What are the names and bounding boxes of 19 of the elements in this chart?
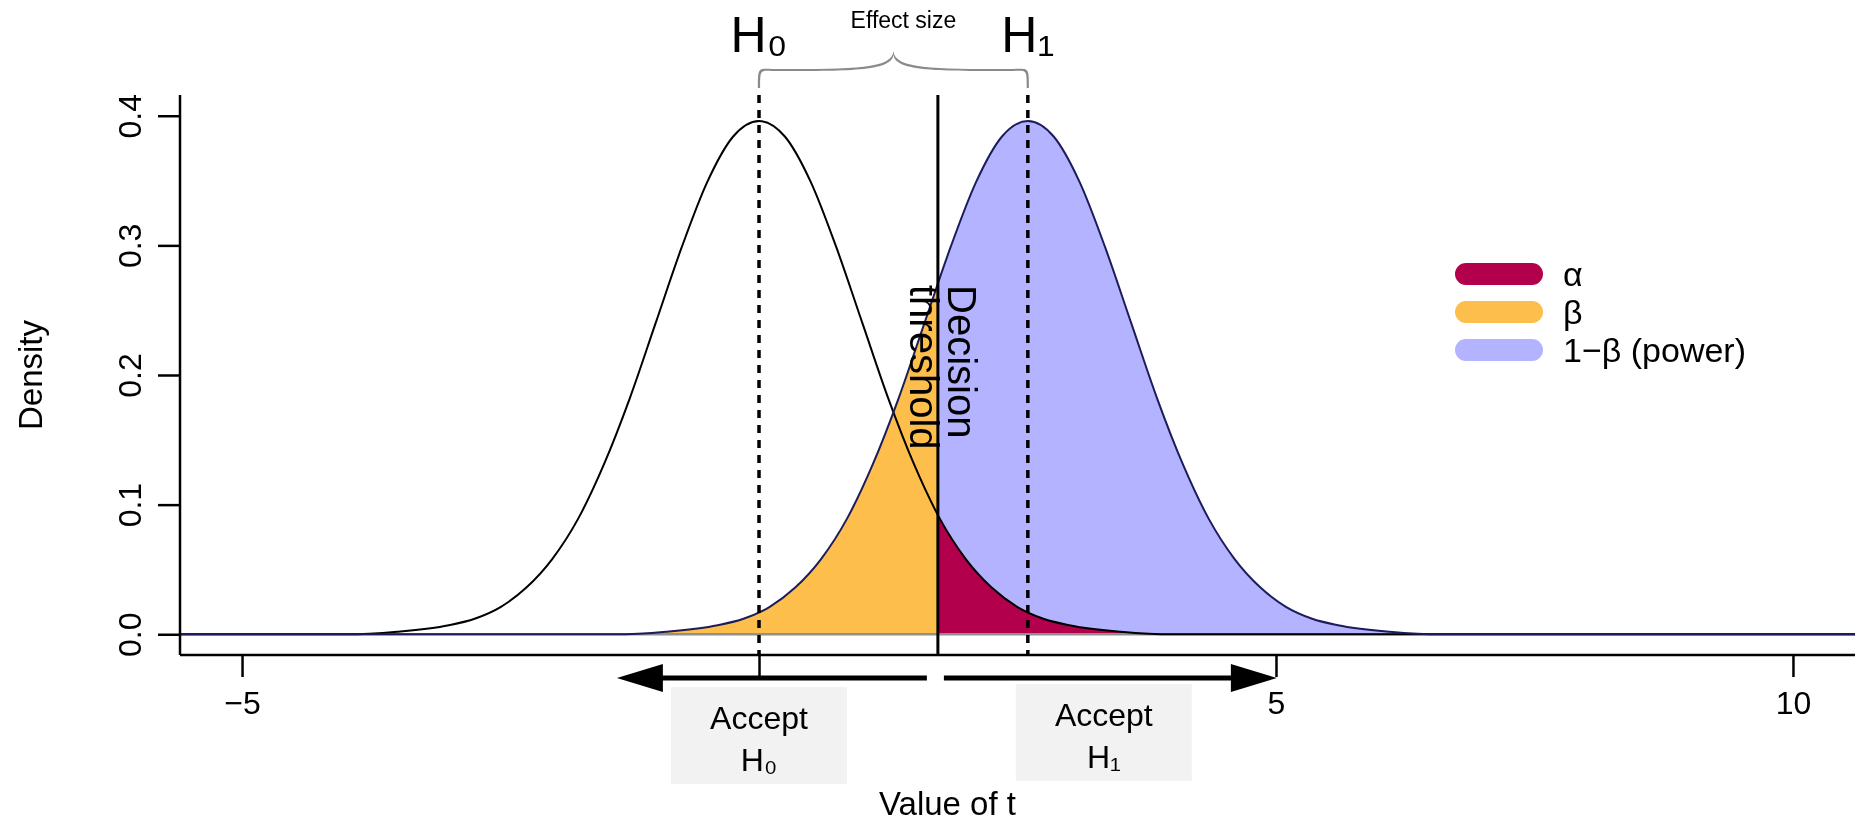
text: Accept H₀ (710, 700, 809, 778)
ref-line-label: H₁ (1001, 7, 1055, 63)
y-axis-title: Density (12, 319, 49, 431)
x-tick-label: −5 (224, 684, 261, 721)
x-tick-label: 10 (1775, 684, 1812, 721)
legend-label: α (1563, 255, 1583, 293)
y-tick-label: 0.1 (112, 482, 148, 528)
y-tick-label: 0.2 (112, 353, 148, 398)
legend-label: 1−β (power) (1563, 331, 1747, 369)
ref-line-label: Decision threshold (901, 285, 984, 450)
ref-line-label: H₀ (730, 7, 788, 63)
text: Accept H₁ (1054, 697, 1153, 775)
y-tick-label: 0.0 (112, 612, 148, 657)
text: Effect size (850, 7, 957, 33)
x-tick-label: 5 (1267, 684, 1286, 721)
x-axis-title: Value of t (879, 785, 1016, 822)
y-tick-label: 0.4 (112, 94, 148, 139)
y-tick-label: 0.3 (112, 223, 148, 269)
legend-label: β (1563, 293, 1583, 331)
